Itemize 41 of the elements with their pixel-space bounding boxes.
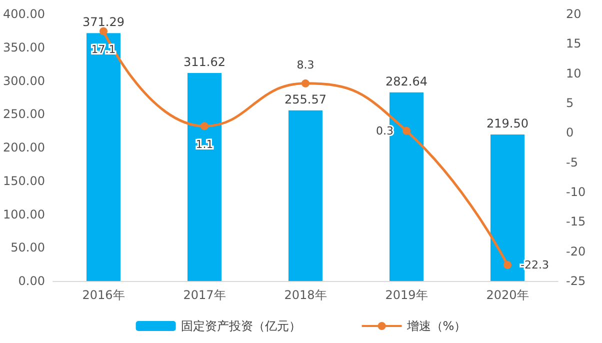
y2-tick-label: 10: [566, 66, 582, 80]
data-label: 282.64: [385, 74, 428, 88]
y2-tick-label: 0: [566, 126, 574, 140]
data-label: 8.3: [296, 58, 314, 72]
y-tick-label: 150.00: [2, 174, 45, 188]
y2-tick-label: -5: [566, 155, 578, 170]
point: [504, 260, 512, 269]
y2-tick-label: -25: [566, 274, 586, 288]
x-tick-label: 2016年: [82, 288, 125, 302]
data-label: 219.50: [486, 116, 528, 130]
x-tick-label: 2020年: [486, 288, 529, 302]
y2-tick-label: -20: [566, 244, 586, 258]
bar: [288, 110, 322, 281]
y-tick-label: 50.00: [10, 240, 45, 255]
y-tick-label: 100.00: [2, 207, 45, 222]
x-tick-label: 2019年: [385, 288, 428, 302]
x-tick-label: 2017年: [183, 288, 226, 302]
data-label: 311.62: [183, 54, 226, 69]
y-tick-label: 300.00: [2, 74, 45, 88]
data-label: 371.29: [82, 15, 124, 30]
y2-tick-label: 5: [566, 96, 574, 110]
legend-label: 固定资产投资（亿元）: [180, 319, 301, 333]
y2-tick-label: 20: [566, 7, 582, 21]
data-label: 255.57: [284, 92, 326, 106]
bar: [86, 33, 120, 281]
y2-tick-label: -15: [566, 214, 586, 229]
legend-label: 增速（%）: [406, 319, 466, 333]
x-tick-label: 2018年: [284, 288, 327, 302]
y-tick-label: 200.00: [2, 140, 45, 154]
data-label: 1.1: [196, 138, 214, 152]
point: [200, 122, 208, 130]
y-tick-label: 250.00: [2, 107, 45, 122]
y-tick-label: 350.00: [2, 40, 45, 54]
point: [302, 79, 310, 88]
y2-tick-label: -10: [566, 185, 586, 199]
y2-tick-label: 15: [566, 36, 582, 51]
y-tick-label: 0.00: [18, 274, 45, 288]
y-tick-label: 400.00: [2, 7, 45, 21]
point: [402, 126, 410, 135]
point: [100, 27, 108, 36]
bar: [187, 72, 222, 281]
